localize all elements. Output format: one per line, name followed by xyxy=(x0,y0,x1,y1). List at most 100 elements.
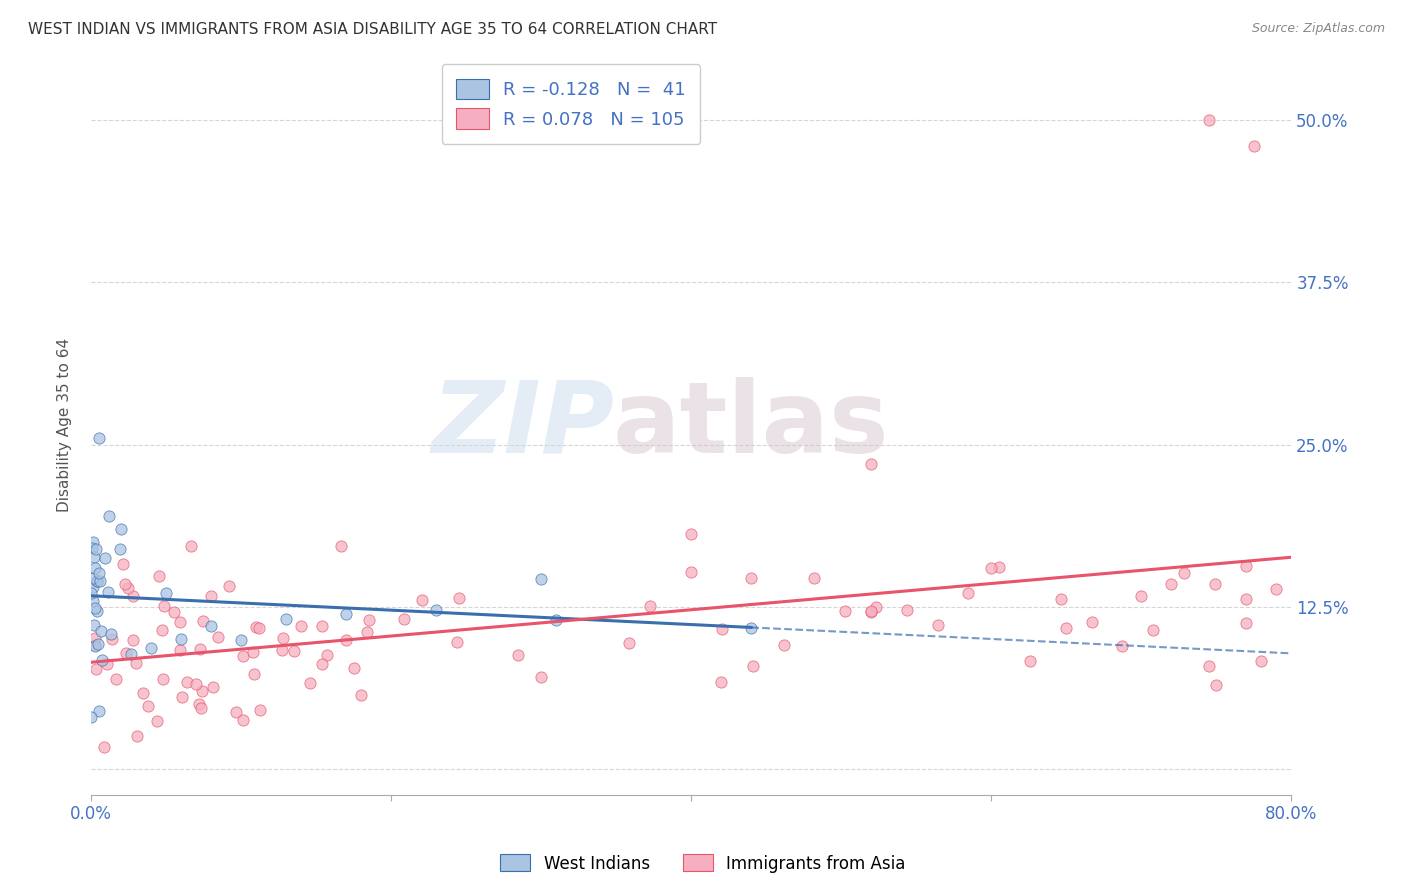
Point xyxy=(86,604,108,618)
Legend: R = -0.128   N =  41, R = 0.078   N = 105: R = -0.128 N = 41, R = 0.078 N = 105 xyxy=(441,64,700,144)
Point xyxy=(132,686,155,700)
Point xyxy=(710,675,733,690)
Text: atlas: atlas xyxy=(613,376,890,474)
Point xyxy=(86,574,108,588)
Point xyxy=(100,626,122,640)
Point xyxy=(170,632,193,646)
Point xyxy=(311,657,333,671)
Point xyxy=(90,652,112,666)
Point xyxy=(1130,589,1153,603)
Point xyxy=(411,593,433,607)
Point xyxy=(350,689,373,703)
Legend: West Indians, Immigrants from Asia: West Indians, Immigrants from Asia xyxy=(494,847,912,880)
Point xyxy=(155,586,177,600)
Point xyxy=(896,603,918,617)
Point xyxy=(169,643,191,657)
Point xyxy=(1265,582,1288,597)
Point xyxy=(249,703,271,717)
Point xyxy=(681,527,703,541)
Point xyxy=(530,670,553,684)
Point xyxy=(93,740,115,755)
Point xyxy=(110,542,132,557)
Point xyxy=(772,639,794,653)
Point xyxy=(200,589,222,603)
Point xyxy=(191,684,214,698)
Y-axis label: Disability Age 35 to 64: Disability Age 35 to 64 xyxy=(58,338,72,512)
Text: ZIP: ZIP xyxy=(432,376,614,474)
Point xyxy=(84,560,107,574)
Point xyxy=(83,601,105,615)
Point xyxy=(1111,639,1133,653)
Point xyxy=(82,535,104,549)
Point xyxy=(1205,677,1227,691)
Point xyxy=(329,539,352,553)
Point xyxy=(96,657,118,672)
Point xyxy=(153,599,176,614)
Point xyxy=(274,612,297,626)
Point xyxy=(283,644,305,658)
Point xyxy=(201,680,224,694)
Point xyxy=(180,539,202,553)
Point xyxy=(957,586,980,600)
Point xyxy=(980,561,1002,575)
Point xyxy=(169,615,191,630)
Point xyxy=(1198,113,1220,128)
Point xyxy=(242,667,264,681)
Point xyxy=(449,591,471,605)
Point xyxy=(860,457,883,471)
Point xyxy=(508,648,530,662)
Point xyxy=(84,638,107,652)
Point xyxy=(1054,621,1077,635)
Point xyxy=(104,672,127,686)
Point xyxy=(86,638,108,652)
Point xyxy=(316,648,339,662)
Point xyxy=(84,541,107,556)
Point xyxy=(97,508,120,523)
Point xyxy=(530,572,553,586)
Point xyxy=(271,643,294,657)
Point xyxy=(80,586,103,600)
Text: Source: ZipAtlas.com: Source: ZipAtlas.com xyxy=(1251,22,1385,36)
Point xyxy=(110,522,132,536)
Point xyxy=(1204,577,1226,591)
Point xyxy=(162,605,184,619)
Point xyxy=(125,729,148,743)
Point xyxy=(145,714,167,728)
Point xyxy=(741,658,763,673)
Point xyxy=(136,699,159,714)
Point xyxy=(546,613,568,627)
Point xyxy=(1019,654,1042,668)
Point xyxy=(86,574,108,588)
Point xyxy=(117,581,139,595)
Point xyxy=(218,579,240,593)
Point xyxy=(359,613,381,627)
Point xyxy=(83,550,105,565)
Point xyxy=(927,617,949,632)
Point xyxy=(90,624,112,638)
Point xyxy=(1173,566,1195,581)
Point xyxy=(617,635,640,649)
Point xyxy=(150,624,173,638)
Point xyxy=(335,607,357,622)
Point xyxy=(232,649,254,664)
Point xyxy=(273,631,295,645)
Point xyxy=(84,639,107,653)
Point xyxy=(97,585,120,599)
Point xyxy=(681,565,703,579)
Point xyxy=(247,621,270,635)
Point xyxy=(860,604,883,618)
Point xyxy=(152,672,174,686)
Point xyxy=(139,641,162,656)
Point xyxy=(122,632,145,647)
Point xyxy=(242,645,264,659)
Point xyxy=(82,571,104,585)
Point xyxy=(335,633,357,648)
Point xyxy=(740,571,762,585)
Point xyxy=(87,704,110,718)
Point xyxy=(1234,592,1257,607)
Point xyxy=(232,713,254,727)
Point xyxy=(114,646,136,660)
Point xyxy=(93,550,115,565)
Point xyxy=(1142,624,1164,638)
Point xyxy=(834,604,856,618)
